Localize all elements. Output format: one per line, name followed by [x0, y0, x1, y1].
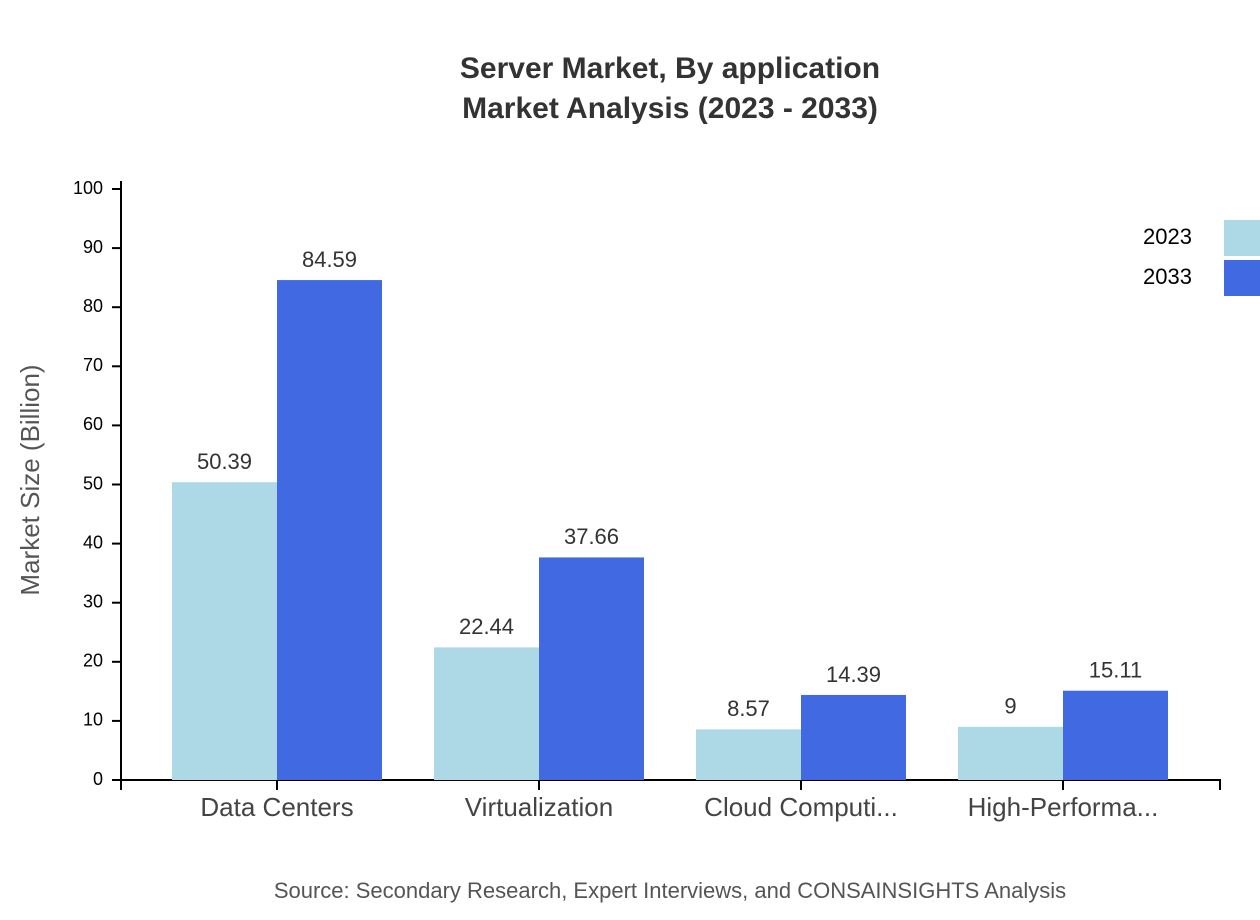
value-label: 50.39 [197, 449, 252, 474]
x-tick-label: Virtualization [465, 792, 613, 822]
bar [1063, 690, 1168, 780]
bar [539, 557, 644, 780]
y-tick-label: 10 [83, 710, 103, 730]
y-tick-label: 60 [83, 414, 103, 434]
y-tick-label: 90 [83, 237, 103, 257]
x-tick-label: Data Centers [200, 792, 353, 822]
legend-swatch [1224, 220, 1260, 256]
bar [801, 694, 906, 780]
y-tick-label: 30 [83, 591, 103, 611]
value-label: 8.57 [727, 696, 770, 721]
x-tick-label: High-Performa... [968, 792, 1159, 822]
value-label: 37.66 [564, 524, 619, 549]
legend-label: 2023 [1143, 224, 1192, 249]
bar [172, 482, 277, 780]
y-tick-label: 20 [83, 651, 103, 671]
bar [434, 647, 539, 780]
y-tick-label: 80 [83, 296, 103, 316]
value-label: 84.59 [302, 247, 357, 272]
value-label: 15.11 [1089, 658, 1142, 683]
y-tick-label: 0 [93, 769, 103, 789]
y-tick-label: 70 [83, 355, 103, 375]
bar [696, 729, 801, 780]
value-label: 22.44 [459, 614, 514, 639]
chart-title: Server Market, By application [460, 52, 880, 85]
chart-subtitle: Market Analysis (2023 - 2033) [462, 92, 878, 125]
x-tick-label: Cloud Computi... [704, 792, 898, 822]
y-tick-label: 50 [83, 473, 103, 493]
value-label: 9 [1004, 694, 1016, 719]
y-tick-label: 40 [83, 532, 103, 552]
value-label: 14.39 [826, 662, 881, 687]
y-axis-label: Market Size (Billion) [15, 364, 45, 595]
source-note: Source: Secondary Research, Expert Inter… [274, 878, 1066, 903]
y-tick-label: 100 [73, 178, 103, 198]
legend-swatch [1224, 260, 1260, 296]
bar [958, 726, 1063, 780]
legend-label: 2033 [1143, 264, 1192, 289]
bar [277, 280, 382, 780]
